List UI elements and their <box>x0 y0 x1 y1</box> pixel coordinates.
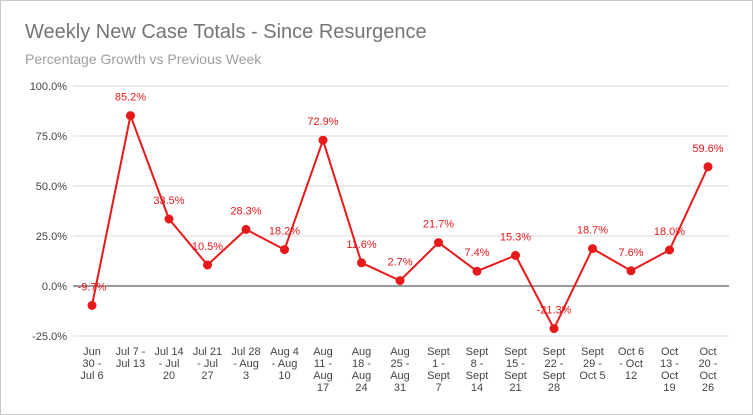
data-label: 59.6% <box>692 143 723 155</box>
data-point <box>395 276 405 286</box>
x-axis-tick-labels: Jun 30 -Jul 6 Jul 7 -Jul 13 Jul 14- Jul 20 Ju… <box>80 346 717 394</box>
x-tick-label: Oct 6- Oct 12 <box>618 346 644 382</box>
data-point <box>318 135 328 145</box>
x-tick-label: Jul 14- Jul 20 <box>154 346 183 382</box>
data-point <box>87 300 97 310</box>
data-point <box>588 244 597 254</box>
data-labels: -9.7% 85.2% 33.5% 10.5% 28.3% 18.2% 72.9% 11.6%… <box>78 92 724 317</box>
x-tick-label: Sept 8 -Sept 14 <box>466 346 489 394</box>
data-label: 18.7% <box>577 225 608 237</box>
data-point <box>703 162 713 172</box>
x-tick-label: Aug 25 -Aug 31 <box>390 346 410 394</box>
series-line <box>91 114 709 330</box>
x-tick-label: Oct 13 -Oct 19 <box>660 346 679 394</box>
data-label: 33.5% <box>153 195 184 207</box>
x-tick-label: Sept 29 -Oct 5 <box>579 346 605 382</box>
x-tick-label: Jun 30 -Jul 6 <box>80 346 103 382</box>
data-point <box>280 245 289 255</box>
data-label: 2.7% <box>387 257 412 269</box>
data-point <box>126 111 135 121</box>
data-points <box>87 111 713 334</box>
x-tick-label: Sept 15 -Sept 21 <box>504 346 527 394</box>
y-axis-tick-labels: 100.0% 75.0% 50.0% 25.0% 0.0% -25.0% <box>30 81 68 343</box>
x-tick-label: Oct 20 -Oct 26 <box>699 346 718 394</box>
chart-subtitle: Percentage Growth vs Previous Week <box>25 51 262 67</box>
x-tick-label: Jul 7 -Jul 13 <box>116 346 146 370</box>
data-point <box>434 238 443 248</box>
y-tick-label: 100.0% <box>30 81 68 93</box>
x-tick-label: Jul 28- Aug 3 <box>231 346 260 382</box>
y-tick-label: 75.0% <box>36 131 67 143</box>
gridlines <box>73 85 729 337</box>
x-tick-label: Aug 4- Aug 10 <box>270 346 299 382</box>
data-point <box>164 214 174 224</box>
data-label: 7.6% <box>618 247 643 259</box>
data-point <box>549 324 559 334</box>
data-point <box>665 245 674 255</box>
y-tick-label: 0.0% <box>42 281 67 293</box>
data-point <box>626 266 636 276</box>
data-label: 7.4% <box>464 247 489 259</box>
x-tick-label: Aug 18 -Aug 24 <box>352 346 372 394</box>
x-tick-label: Sept 22 -Sept 28 <box>543 346 566 394</box>
data-label: -9.7% <box>78 281 107 293</box>
x-tick-label: Aug 11 -Aug 17 <box>313 346 333 394</box>
data-label: -21.3% <box>537 305 572 317</box>
data-label: 28.3% <box>230 205 261 217</box>
data-label: 18.2% <box>269 226 300 238</box>
x-tick-label: Sept 1 -Sept 7 <box>427 346 450 394</box>
y-tick-label: 50.0% <box>36 181 67 193</box>
data-point <box>511 250 520 260</box>
data-point <box>472 266 482 276</box>
data-label: 18.0% <box>654 226 685 238</box>
data-point <box>203 260 212 270</box>
series-polyline <box>91 114 709 330</box>
data-label: 72.9% <box>307 116 338 128</box>
data-label: 11.6% <box>346 239 377 251</box>
data-point <box>357 258 366 268</box>
data-label: 21.7% <box>423 219 454 231</box>
chart-title: Weekly New Case Totals - Since Resurgenc… <box>25 21 427 43</box>
y-tick-label: 25.0% <box>36 231 67 243</box>
data-label: 15.3% <box>500 231 531 243</box>
data-label: 85.2% <box>115 92 146 104</box>
x-tick-label: Jul 21- Jul 27 <box>193 346 222 382</box>
y-tick-label: -25.0% <box>32 331 67 343</box>
data-label: 10.5% <box>192 241 223 253</box>
data-point <box>241 224 251 234</box>
